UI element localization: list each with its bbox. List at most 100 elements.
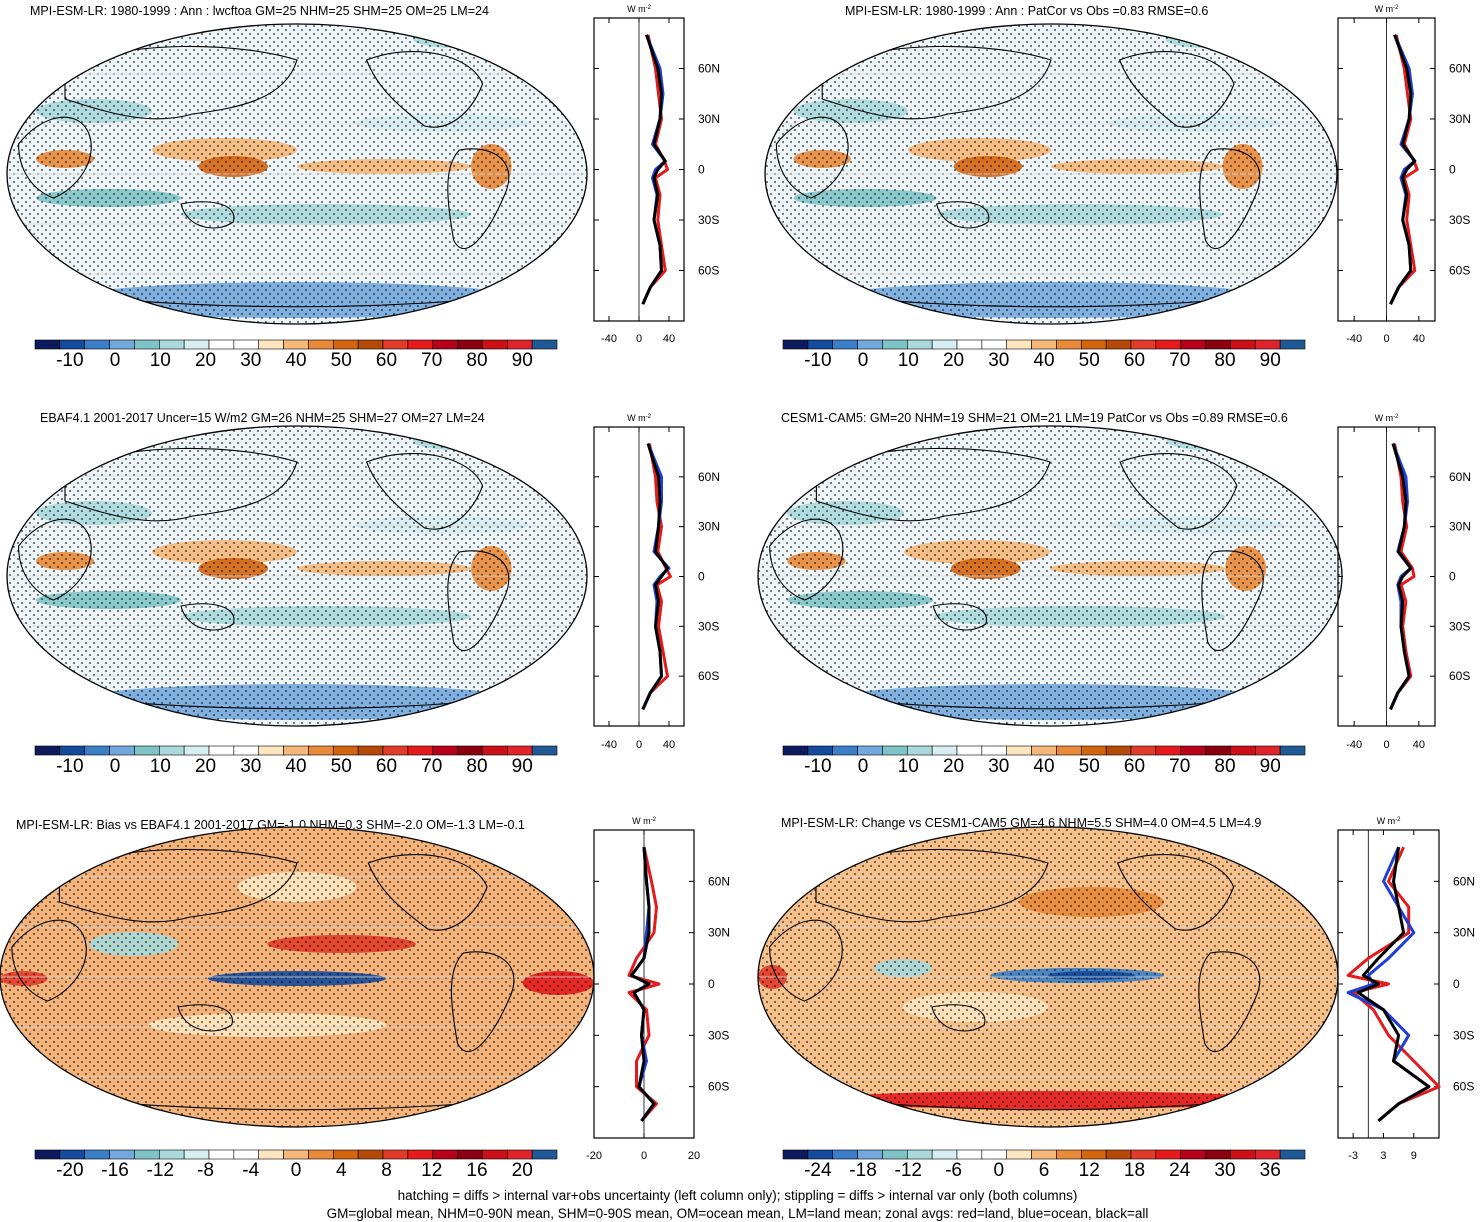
colorbar-label: 36 (1260, 1160, 1281, 1181)
zonal-mean-plot: 60N 30N 0 30S 60S -20 0 20 W m-2 (586, 816, 730, 1162)
zonal-ytick-label: 30N (698, 112, 720, 126)
colorbar-label: 24 (1169, 1160, 1191, 1181)
zonal-xtick-label: 9 (1411, 1150, 1417, 1162)
zonal-line-all (630, 846, 656, 1122)
colorbar-swatch (432, 339, 458, 350)
colorbar-swatch (183, 745, 210, 756)
colorbar-swatch (482, 745, 508, 756)
continent-outline (1116, 854, 1235, 931)
continent-outline (177, 1004, 233, 1032)
colorbar-swatch (59, 1149, 86, 1160)
zonal-ytick-label: 0 (708, 977, 715, 991)
panel-bottom-right: MPI-ESM-LR: Change vs CESM1-CAM5 GM=4.6 … (745, 812, 1483, 1184)
colorbar-swatch (482, 339, 508, 350)
colorbar-swatch (84, 745, 110, 756)
continent-outline (447, 148, 510, 249)
panel-title: MPI-ESM-LR: Change vs CESM1-CAM5 GM=4.6 … (781, 816, 1262, 830)
continent-outline (18, 518, 92, 601)
colorbar-swatch (531, 745, 558, 756)
zonal-line-all (1389, 443, 1413, 711)
colorbar-label: 40 (1033, 756, 1054, 777)
colorbar-swatch (882, 745, 908, 756)
colorbar-swatch (109, 1149, 135, 1160)
zonal-ytick-label: 60N (698, 62, 720, 76)
colorbar-label: 60 (376, 350, 397, 371)
colorbar-label: 10 (150, 350, 171, 371)
colorbar-label: 30 (988, 756, 1009, 777)
colorbar-label: 70 (421, 756, 442, 777)
colorbar-swatch (208, 745, 235, 756)
colorbar-label: 30 (1214, 1160, 1235, 1181)
colorbar-label: -10 (804, 350, 831, 371)
panel-bottom-left: MPI-ESM-LR: Bias vs EBAF4.1 2001-2017 GM… (0, 812, 740, 1184)
colorbar-swatch (1230, 339, 1256, 350)
colorbar-swatch (158, 1149, 185, 1160)
colorbar-label: 8 (381, 1160, 392, 1181)
zonal-ytick-label: 30N (698, 520, 720, 534)
colorbar-label: 90 (1260, 756, 1281, 777)
colorbar-swatch (906, 1149, 933, 1160)
map-field (758, 426, 1342, 726)
colorbar: -10 0 10 20 30 40 50 60 70 80 90 (782, 339, 1306, 371)
colorbar-swatch (1180, 339, 1206, 350)
colorbar-swatch (59, 339, 86, 350)
zonal-ytick-label: 30N (1453, 926, 1475, 940)
colorbar-swatch (382, 339, 409, 350)
colorbar-swatch (1056, 1149, 1082, 1160)
colorbar-swatch (308, 1149, 334, 1160)
continent-outline (1198, 951, 1261, 1052)
colorbar-swatch (906, 339, 933, 350)
zonal-mean-plot: 60N 30N 0 30S 60S -40 0 40 W m-2 (593, 413, 720, 751)
zonal-unit-label: W m-2 (632, 816, 656, 826)
zonal-unit-label: W m-2 (627, 4, 651, 14)
colorbar-swatch (457, 339, 483, 350)
colorbar-swatch (1230, 1149, 1256, 1160)
colorbar-swatch (183, 1149, 210, 1160)
colorbar-swatch (1006, 1149, 1032, 1160)
colorbar-swatch (432, 1149, 458, 1160)
colorbar: -10 0 10 20 30 40 50 60 70 80 90 (34, 745, 558, 777)
colorbar-label: 80 (466, 350, 487, 371)
zonal-xtick-label: 40 (663, 739, 675, 751)
colorbar-swatch (981, 745, 1008, 756)
colorbar-label: 20 (943, 756, 964, 777)
footer-line-1: hatching = diffs > internal var+obs unce… (397, 1188, 1078, 1203)
colorbar-swatch (34, 339, 61, 350)
map-border (764, 23, 1338, 325)
colorbar-swatch (1254, 1149, 1281, 1160)
colorbar-swatch (233, 339, 260, 350)
map-field (0, 827, 594, 1127)
zonal-ytick-label: 60S (1449, 264, 1470, 278)
colorbar-swatch (531, 339, 558, 350)
colorbar-swatch (407, 1149, 434, 1160)
colorbar-swatch (956, 1149, 983, 1160)
colorbar-swatch (158, 745, 185, 756)
colorbar-label: -4 (242, 1160, 259, 1181)
colorbar-label: -6 (945, 1160, 962, 1181)
colorbar-label: 50 (1079, 350, 1100, 371)
colorbar-label: -20 (56, 1160, 83, 1181)
continent-outline (180, 603, 235, 631)
continent-outline (1118, 51, 1235, 128)
colorbar-swatch (931, 1149, 958, 1160)
continent-outline (931, 1004, 986, 1032)
colorbar-swatch (382, 1149, 409, 1160)
colorbar-swatch (531, 1149, 558, 1160)
colorbar-swatch (832, 339, 858, 350)
colorbar-swatch (1080, 745, 1107, 756)
colorbar-label: 16 (466, 1160, 487, 1181)
colorbar-label: 30 (240, 756, 261, 777)
colorbar-label: 6 (1039, 1160, 1050, 1181)
zonal-xtick-label: 40 (663, 333, 675, 345)
continent-outline (180, 201, 235, 229)
map-field (758, 827, 1338, 1127)
zonal-ytick-label: 60S (1449, 669, 1470, 683)
zonal-xtick-label: -3 (1348, 1150, 1358, 1162)
zonal-xtick-label: 20 (688, 1150, 700, 1162)
colorbar-label: 40 (285, 350, 306, 371)
colorbar-swatch (1105, 745, 1132, 756)
colorbar-swatch (1080, 1149, 1107, 1160)
continent-outline (769, 919, 843, 1002)
panel-top-left: MPI-ESM-LR: 1980-1999 : Ann : lwcftoa GM… (0, 0, 740, 390)
colorbar-swatch (357, 745, 384, 756)
